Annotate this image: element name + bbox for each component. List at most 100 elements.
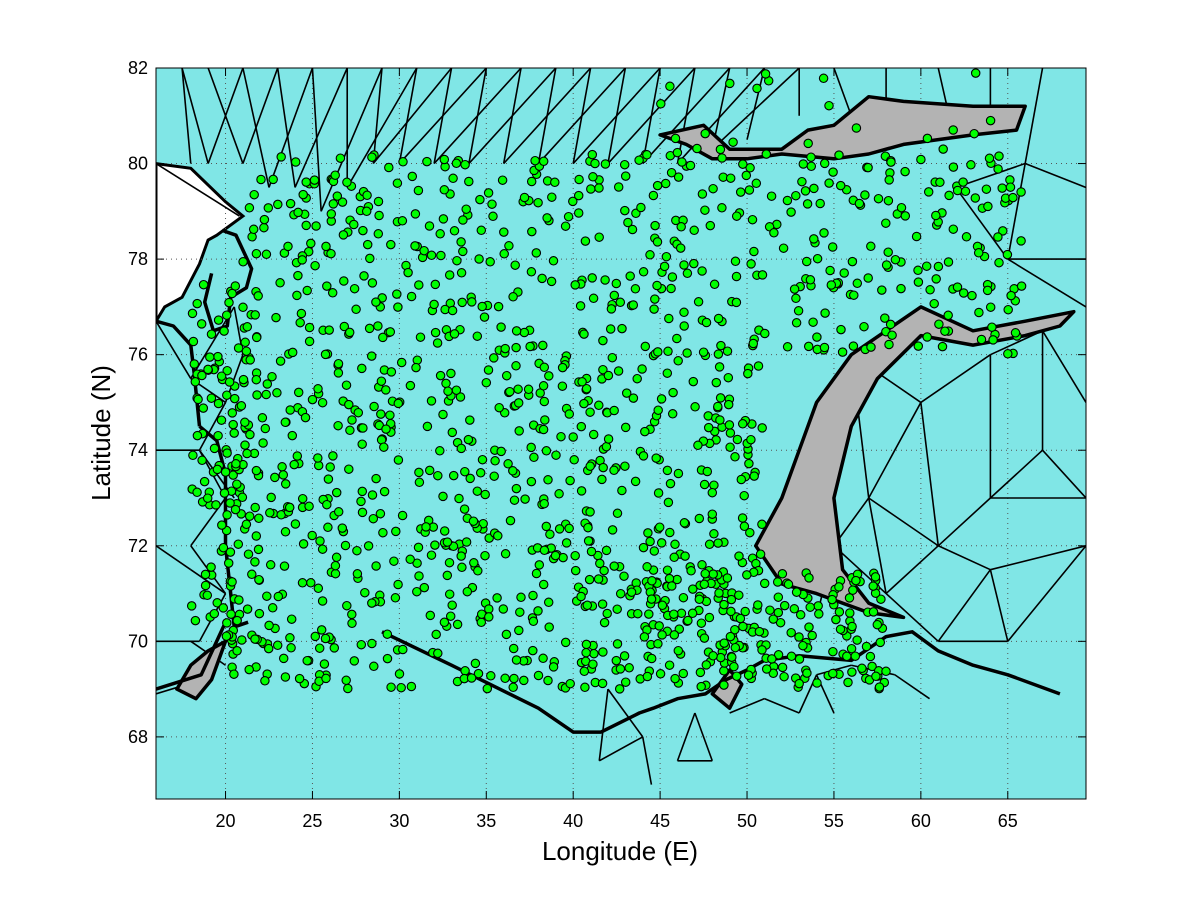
data-point — [730, 642, 741, 653]
data-point — [761, 664, 772, 674]
data-point — [242, 448, 252, 459]
data-point — [599, 565, 609, 576]
data-point — [916, 154, 926, 165]
data-point — [656, 99, 666, 109]
data-point — [475, 194, 485, 205]
data-point — [735, 187, 746, 197]
data-point — [262, 379, 273, 389]
data-point — [513, 398, 524, 408]
data-point — [335, 153, 346, 163]
data-point — [533, 606, 543, 616]
mesh-edge — [868, 402, 922, 499]
data-point — [654, 621, 664, 631]
data-point — [809, 234, 819, 244]
data-point — [371, 473, 381, 484]
data-point — [270, 472, 280, 483]
mesh-edge — [1041, 449, 1086, 499]
data-point — [508, 682, 518, 693]
data-point — [1008, 192, 1018, 203]
data-point — [890, 254, 901, 265]
data-point — [501, 629, 512, 640]
data-point — [642, 150, 652, 160]
data-point — [482, 683, 493, 694]
data-point — [859, 321, 869, 332]
x-tick-label: 20 — [216, 811, 236, 831]
data-point — [565, 475, 575, 486]
data-point — [439, 154, 450, 165]
data-point — [280, 527, 291, 537]
land-polygon — [753, 305, 1076, 620]
data-point — [700, 205, 710, 215]
data-point — [244, 664, 254, 675]
mesh-edge — [242, 68, 279, 164]
data-point — [504, 241, 514, 251]
data-point — [834, 150, 844, 160]
data-point — [259, 222, 269, 233]
data-point — [484, 612, 494, 622]
data-point — [748, 338, 759, 349]
mesh-edge — [746, 68, 766, 140]
data-point — [314, 643, 325, 653]
mesh-edge — [294, 68, 348, 188]
data-point — [467, 297, 477, 307]
data-point — [543, 675, 553, 686]
data-point — [744, 458, 754, 469]
data-point — [868, 581, 878, 591]
data-point — [426, 250, 437, 261]
data-point — [516, 592, 526, 603]
data-point — [219, 488, 230, 498]
data-point — [828, 646, 838, 657]
data-point — [347, 415, 357, 425]
data-point — [760, 328, 770, 339]
x-tick-label: 45 — [650, 811, 670, 831]
data-point — [679, 307, 689, 318]
data-point — [261, 389, 271, 400]
data-point — [883, 195, 894, 206]
data-point — [442, 570, 453, 581]
data-point — [1016, 281, 1027, 291]
data-point — [723, 399, 734, 410]
data-point — [673, 172, 684, 182]
data-point — [595, 558, 605, 569]
data-point — [624, 663, 634, 673]
data-point — [489, 471, 499, 481]
y-tick-label: 72 — [128, 536, 148, 556]
data-point — [357, 507, 368, 518]
data-point — [527, 226, 537, 237]
data-point — [802, 668, 812, 678]
data-point — [808, 317, 818, 327]
data-point — [717, 203, 727, 213]
data-point — [848, 585, 858, 595]
data-point — [564, 409, 575, 419]
data-point — [791, 190, 801, 201]
data-point — [958, 177, 968, 187]
mesh-edge — [198, 402, 227, 451]
data-point — [925, 285, 935, 295]
mesh-edge — [268, 68, 314, 188]
data-point — [287, 347, 298, 358]
data-point — [786, 651, 797, 662]
data-point — [759, 578, 770, 589]
data-point — [660, 178, 671, 189]
data-point — [198, 403, 209, 413]
data-point — [667, 409, 678, 419]
data-point — [260, 423, 271, 434]
data-point — [1003, 304, 1013, 315]
data-point — [222, 448, 232, 458]
data-point — [373, 229, 384, 239]
data-point — [546, 276, 557, 287]
data-point — [615, 297, 626, 308]
data-point — [597, 474, 607, 485]
data-point — [241, 346, 252, 356]
data-point — [934, 319, 944, 329]
data-point — [865, 651, 876, 662]
data-point — [537, 273, 547, 284]
data-point — [311, 221, 321, 231]
data-point — [406, 291, 417, 302]
data-point — [209, 608, 220, 619]
data-point — [719, 638, 729, 648]
data-point — [698, 347, 709, 357]
data-point — [301, 177, 311, 187]
data-point — [447, 427, 458, 438]
